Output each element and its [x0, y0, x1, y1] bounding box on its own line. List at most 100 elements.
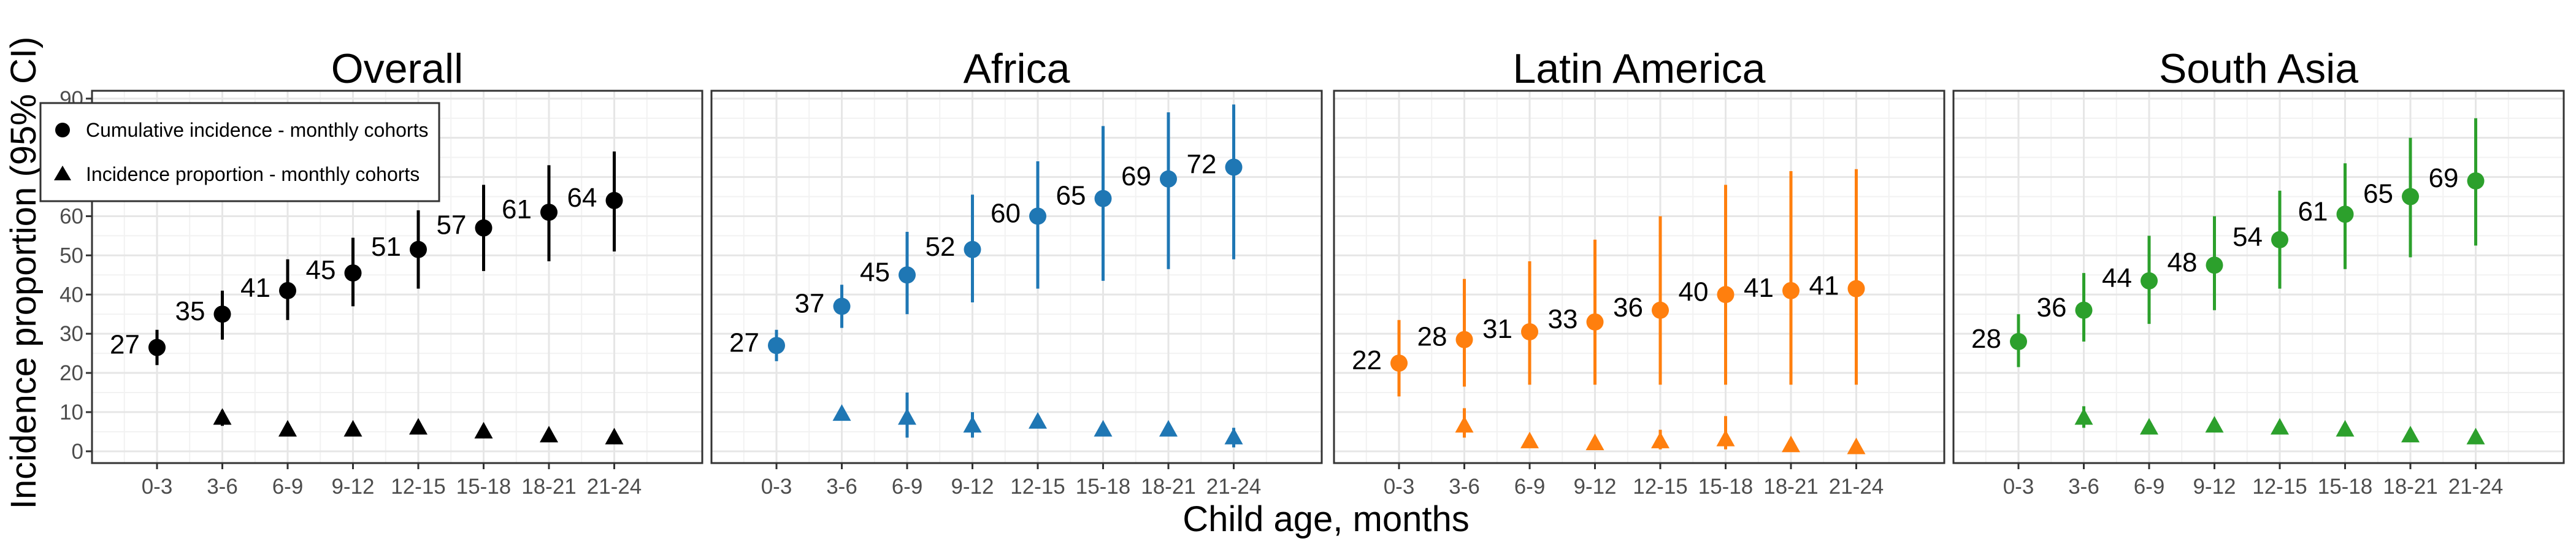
data-label: 27	[110, 330, 140, 360]
panel-title: Africa	[964, 45, 1070, 92]
x-tick-label: 18-21	[521, 475, 577, 499]
data-label: 22	[1352, 345, 1382, 375]
point-incidence-proportion	[963, 416, 982, 433]
x-tick-label: 12-15	[1633, 475, 1688, 499]
point-cumulative-incidence	[1782, 282, 1800, 299]
point-incidence-proportion	[540, 426, 558, 443]
point-cumulative-incidence	[1586, 313, 1604, 331]
data-label: 41	[240, 273, 270, 303]
data-label: 69	[1121, 161, 1151, 191]
x-tick-label: 9-12	[331, 475, 374, 499]
point-incidence-proportion	[2466, 427, 2485, 445]
point-cumulative-incidence	[2336, 205, 2354, 223]
panel-title: Latin America	[1513, 45, 1766, 92]
point-incidence-proportion	[2336, 420, 2355, 437]
data-label: 61	[2298, 196, 2328, 226]
panel-border	[91, 90, 703, 464]
point-cumulative-incidence	[1225, 158, 1243, 176]
x-tick-label: 3-6	[1449, 475, 1480, 499]
legend-label: Incidence proportion - monthly cohorts	[86, 163, 420, 185]
x-tick-label: 3-6	[207, 475, 238, 499]
point-cumulative-incidence	[1455, 331, 1473, 348]
point-incidence-proportion	[832, 404, 851, 421]
point-cumulative-incidence	[833, 297, 851, 315]
x-tick-label: 12-15	[2252, 475, 2307, 499]
data-label: 27	[729, 328, 759, 358]
data-label: 33	[1548, 304, 1578, 334]
legend-circle-icon	[55, 123, 70, 137]
x-tick-label: 21-24	[2448, 475, 2504, 499]
point-incidence-proportion	[1847, 437, 1866, 454]
x-tick-label: 6-9	[1514, 475, 1546, 499]
x-tick-label: 15-18	[2318, 475, 2373, 499]
x-tick-label: 21-24	[1829, 475, 1884, 499]
y-tick-label: 10	[59, 401, 83, 424]
point-cumulative-incidence	[279, 282, 296, 299]
point-cumulative-incidence	[1390, 355, 1408, 372]
point-incidence-proportion	[1224, 427, 1243, 445]
point-cumulative-incidence	[768, 337, 785, 355]
x-tick-label: 0-3	[1384, 475, 1415, 499]
legend-triangle-icon	[54, 166, 71, 180]
y-axis-title: Incidence proportion (95% CI)	[4, 37, 44, 510]
point-cumulative-incidence	[1717, 286, 1735, 304]
x-tick-label: 15-18	[1698, 475, 1754, 499]
data-label: 54	[2233, 222, 2263, 252]
x-tick-label: 0-3	[142, 475, 173, 499]
data-label: 69	[2429, 163, 2459, 193]
x-tick-label: 18-21	[2383, 475, 2438, 499]
legend-box	[39, 102, 440, 202]
point-cumulative-incidence	[2271, 231, 2288, 248]
point-cumulative-incidence	[540, 204, 558, 221]
point-cumulative-incidence	[2010, 332, 2027, 350]
data-label: 40	[1679, 277, 1709, 307]
panel-border	[1333, 90, 1945, 464]
point-incidence-proportion	[2140, 418, 2158, 435]
point-cumulative-incidence	[213, 305, 231, 323]
data-label: 28	[1971, 324, 2001, 354]
data-label: 35	[175, 296, 205, 326]
point-cumulative-incidence	[1094, 190, 1112, 207]
panel-title: South Asia	[2159, 45, 2358, 92]
x-tick-label: 15-18	[1076, 475, 1131, 499]
y-tick-label: 40	[59, 283, 83, 307]
x-tick-label: 21-24	[587, 475, 642, 499]
panel-border	[1952, 90, 2565, 464]
data-label: 41	[1809, 271, 1839, 301]
panel-south-asia: South Asia 0-3 3-6 6-9 9-12 12-15 15-18 18-21 21…	[1952, 45, 2565, 499]
data-label: 37	[795, 288, 825, 318]
data-label: 31	[1482, 314, 1512, 344]
point-cumulative-incidence	[1521, 323, 1538, 340]
point-incidence-proportion	[343, 420, 362, 437]
x-tick-label: 6-9	[2134, 475, 2165, 499]
x-tick-label: 9-12	[951, 475, 994, 499]
data-label: 57	[437, 210, 467, 240]
point-cumulative-incidence	[475, 219, 493, 237]
y-tick-label: 20	[59, 361, 83, 385]
x-tick-label: 9-12	[1573, 475, 1616, 499]
point-incidence-proportion	[1159, 420, 1178, 437]
data-label: 48	[2168, 247, 2198, 277]
point-incidence-proportion	[2205, 416, 2224, 433]
data-label: 61	[502, 194, 532, 224]
point-incidence-proportion	[213, 408, 232, 425]
point-cumulative-incidence	[410, 240, 427, 258]
data-label: 65	[1056, 181, 1086, 211]
point-cumulative-incidence	[2075, 301, 2093, 319]
y-tick-label: 0	[72, 440, 83, 464]
x-tick-label: 21-24	[1206, 475, 1262, 499]
data-label: 64	[567, 183, 597, 213]
point-incidence-proportion	[2401, 426, 2420, 443]
point-incidence-proportion	[1782, 435, 1800, 453]
legend-label: Cumulative incidence - monthly cohorts	[86, 119, 428, 141]
y-tick-label: 50	[59, 243, 83, 267]
data-label: 72	[1187, 150, 1217, 180]
data-label: 45	[306, 255, 336, 285]
data-label: 60	[991, 198, 1021, 228]
x-tick-label: 6-9	[892, 475, 923, 499]
point-incidence-proportion	[1455, 416, 1474, 433]
point-incidence-proportion	[1585, 434, 1604, 451]
x-tick-label: 12-15	[1010, 475, 1065, 499]
point-cumulative-incidence	[605, 191, 623, 209]
